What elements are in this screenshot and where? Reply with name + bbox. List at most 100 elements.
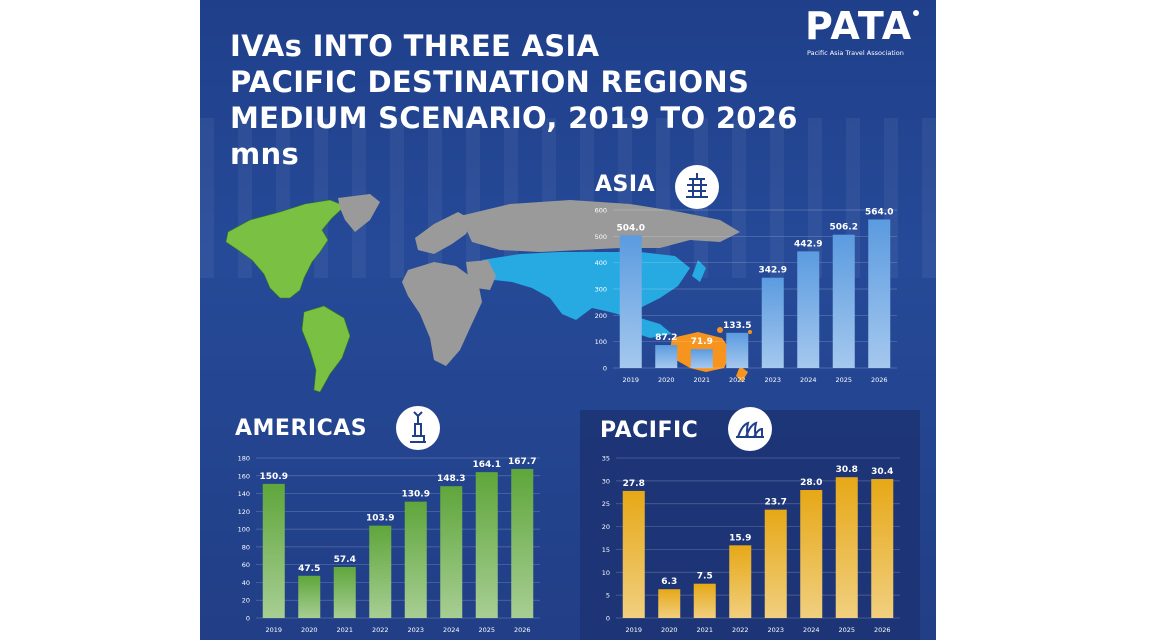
pacific-bar bbox=[622, 490, 645, 618]
americas-ytick-label: 40 bbox=[242, 579, 250, 587]
americas-ytick-label: 20 bbox=[242, 597, 250, 605]
pacific-bar bbox=[835, 477, 858, 618]
americas-xtick-label: 2024 bbox=[443, 626, 460, 634]
americas-bar bbox=[333, 566, 356, 618]
title-line-1: IVAs INTO THREE ASIA bbox=[230, 29, 600, 63]
americas-bar bbox=[298, 575, 321, 618]
asia-bar bbox=[690, 349, 713, 368]
asia-bar-chart: 0 100 200 300 400 500 600 504.0 2019 87.2 2020 71.9… bbox=[595, 207, 897, 384]
asia-ytick-label: 400 bbox=[595, 259, 607, 267]
asia-bar bbox=[761, 277, 784, 368]
asia-xtick-label: 2021 bbox=[693, 376, 710, 384]
asia-bar bbox=[868, 219, 891, 368]
pacific-value-label: 27.8 bbox=[623, 479, 645, 489]
pacific-heading: PACIFIC bbox=[600, 418, 699, 443]
infographic-panel: IVAs INTO THREE ASIA PACIFIC DESTINATION… bbox=[200, 0, 936, 640]
asia-value-label: 342.9 bbox=[759, 266, 787, 276]
pacific-bar bbox=[658, 589, 681, 618]
asia-ytick-label: 300 bbox=[595, 286, 607, 294]
americas-ytick-label: 140 bbox=[238, 490, 250, 498]
pacific-ytick-label: 30 bbox=[602, 477, 610, 485]
americas-bar bbox=[511, 468, 534, 618]
asia-value-label: 87.2 bbox=[655, 333, 677, 343]
americas-value-label: 103.9 bbox=[366, 514, 394, 524]
americas-ytick-label: 60 bbox=[242, 561, 250, 569]
americas-value-label: 130.9 bbox=[402, 490, 430, 500]
pacific-value-label: 30.4 bbox=[871, 467, 893, 477]
americas-ytick-label: 80 bbox=[242, 543, 250, 551]
asia-bar bbox=[832, 234, 855, 368]
pacific-value-label: 6.3 bbox=[661, 577, 677, 587]
pata-logo: PATA Pacific Asia Travel Association bbox=[805, 4, 920, 60]
americas-ytick-label: 180 bbox=[238, 455, 250, 463]
statue-of-liberty-icon bbox=[396, 406, 440, 450]
asia-value-label: 504.0 bbox=[617, 223, 645, 233]
title-line-4: mns bbox=[230, 137, 300, 171]
pacific-xtick-label: 2023 bbox=[767, 626, 784, 634]
pacific-value-label: 23.7 bbox=[765, 498, 787, 508]
pacific-xtick-label: 2024 bbox=[803, 626, 820, 634]
title-line-2: PACIFIC DESTINATION REGIONS bbox=[230, 65, 750, 99]
americas-xtick-label: 2022 bbox=[372, 626, 389, 634]
asia-ytick-label: 600 bbox=[595, 207, 607, 215]
asia-bar bbox=[619, 235, 642, 368]
pacific-bar bbox=[871, 479, 894, 618]
pacific-xtick-label: 2026 bbox=[874, 626, 891, 634]
logo-tagline: Pacific Asia Travel Association bbox=[807, 49, 904, 57]
map-greenland bbox=[338, 194, 380, 232]
asia-ytick-label: 100 bbox=[595, 338, 607, 346]
map-europe bbox=[415, 212, 472, 254]
pacific-ytick-label: 25 bbox=[602, 500, 610, 508]
pacific-ytick-label: 10 bbox=[602, 569, 610, 577]
map-north-america bbox=[225, 199, 346, 299]
sydney-opera-house-icon bbox=[728, 407, 772, 451]
asia-heading: ASIA bbox=[595, 172, 656, 197]
pacific-bar-chart: 0510152025303527.820196.320207.5202115.9… bbox=[602, 455, 900, 634]
americas-value-label: 47.5 bbox=[298, 564, 320, 574]
map-north-asia bbox=[460, 200, 740, 252]
americas-bar-chart: 0 20 40 60 80 100 120 140 160 180 150.9 2019 47.5 202… bbox=[238, 455, 540, 634]
asia-value-label: 442.9 bbox=[794, 239, 822, 249]
asia-xtick-label: 2020 bbox=[658, 376, 675, 384]
logo-wordmark: PATA bbox=[805, 4, 913, 48]
pacific-bar bbox=[800, 490, 823, 618]
americas-value-label: 164.1 bbox=[473, 460, 501, 470]
pagoda-icon bbox=[675, 165, 719, 209]
pacific-bar bbox=[729, 545, 752, 618]
americas-bar bbox=[475, 472, 498, 618]
title-line-3: MEDIUM SCENARIO, 2019 TO 2026 bbox=[230, 101, 798, 135]
americas-ytick-label: 120 bbox=[238, 508, 250, 516]
americas-value-label: 148.3 bbox=[437, 474, 465, 484]
americas-heading: AMERICAS bbox=[235, 416, 368, 441]
asia-xtick-label: 2026 bbox=[871, 376, 888, 384]
americas-bar bbox=[404, 501, 427, 618]
map-new-zealand bbox=[736, 366, 748, 382]
background-departure-board bbox=[200, 118, 936, 278]
pacific-xtick-label: 2022 bbox=[732, 626, 749, 634]
pacific-value-label: 7.5 bbox=[697, 572, 713, 582]
asia-bar bbox=[797, 251, 820, 368]
asia-xtick-label: 2025 bbox=[835, 376, 852, 384]
asia-ytick-label: 200 bbox=[595, 312, 607, 320]
asia-bar bbox=[726, 332, 749, 368]
asia-value-label: 506.2 bbox=[830, 223, 858, 233]
pacific-xtick-label: 2021 bbox=[696, 626, 713, 634]
americas-bar bbox=[262, 483, 285, 618]
americas-ytick-label: 100 bbox=[238, 526, 250, 534]
map-pacific-island-1 bbox=[717, 327, 723, 333]
americas-ytick-label: 0 bbox=[246, 615, 250, 623]
asia-bar bbox=[655, 345, 678, 368]
asia-xtick-label: 2023 bbox=[764, 376, 781, 384]
pacific-value-label: 15.9 bbox=[729, 533, 751, 543]
page-title: IVAs INTO THREE ASIA PACIFIC DESTINATION… bbox=[230, 28, 870, 172]
registered-mark-icon bbox=[913, 10, 919, 16]
americas-xtick-label: 2021 bbox=[336, 626, 353, 634]
asia-value-label: 71.9 bbox=[691, 337, 713, 347]
map-africa bbox=[402, 262, 482, 366]
americas-value-label: 150.9 bbox=[260, 472, 288, 482]
map-japan bbox=[692, 260, 706, 282]
pacific-value-label: 28.0 bbox=[800, 478, 822, 488]
americas-xtick-label: 2020 bbox=[301, 626, 318, 634]
map-pacific-island-4 bbox=[748, 330, 752, 334]
americas-bar bbox=[440, 486, 463, 618]
